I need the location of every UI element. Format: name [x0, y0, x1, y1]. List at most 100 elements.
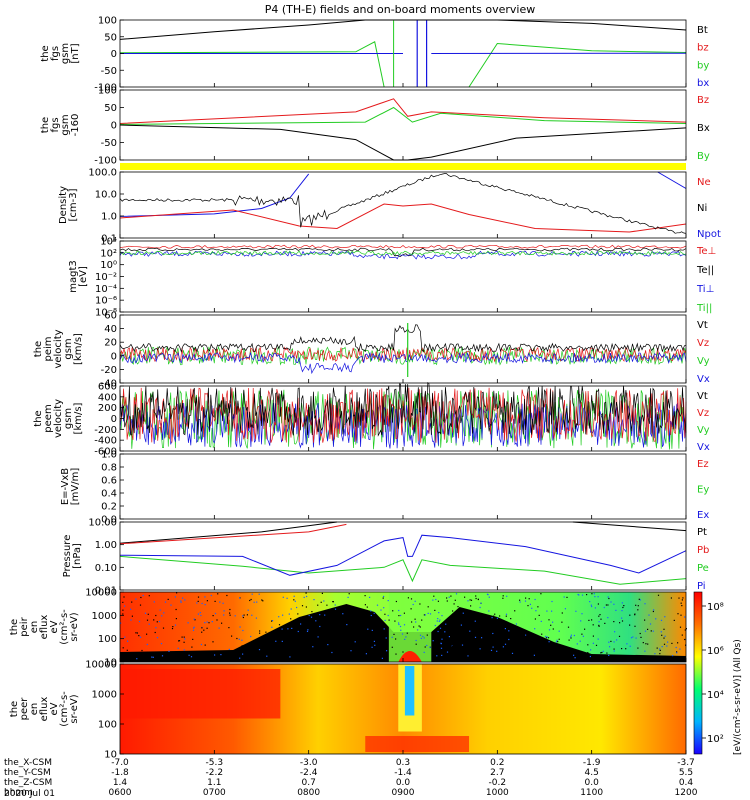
series-Vt-line	[119, 324, 687, 353]
heatmap-peir-speckle	[663, 643, 666, 645]
heatmap-peir-speckle	[401, 633, 404, 635]
heatmap-peir-speckle	[348, 637, 350, 639]
heatmap-peir-speckle	[332, 643, 334, 646]
heatmap-peir-speckle	[214, 600, 216, 602]
heatmap-peir-speckle	[348, 606, 350, 609]
heatmap-peir-speckle	[640, 636, 642, 638]
heatmap-peir-speckle	[208, 622, 210, 624]
y-axis-label-line: the	[40, 117, 51, 133]
y-axis-label-line: -160	[70, 114, 81, 137]
heatmap-peir-speckle	[621, 620, 624, 622]
heatmap-peir-speckle	[502, 597, 504, 599]
heatmap-peir-speckle	[312, 628, 314, 630]
heatmap-peir-speckle	[463, 654, 465, 656]
y-axis-label-line: (cm²-s-	[59, 609, 70, 645]
heatmap-peir-speckle	[242, 616, 244, 619]
y-axis-label: the peem velocity gsm [km/s]	[33, 399, 84, 438]
y-axis-label: the peir en eflux eV (cm²-s-sr-eV)	[9, 609, 80, 645]
heatmap-peir-speckle	[131, 615, 133, 617]
heatmap-peir-speckle	[289, 656, 291, 658]
heatmap-peir-speckle	[581, 613, 583, 615]
heatmap-peir-speckle	[161, 655, 164, 657]
legend-Pb: Pb	[697, 545, 709, 556]
heatmap-peir-speckle	[204, 596, 206, 598]
heatmap-peir-speckle	[178, 640, 180, 642]
y-axis-label-line: [nPa]	[72, 543, 83, 569]
heatmap-peir-speckle	[438, 620, 440, 622]
heatmap-peir-speckle	[395, 638, 397, 640]
panel-frame	[119, 171, 687, 239]
heatmap-peir-speckle	[654, 653, 656, 655]
heatmap-peir-speckle	[684, 616, 686, 618]
heatmap-peir-speckle	[399, 625, 402, 628]
heatmap-peer-hot-left	[120, 669, 281, 719]
heatmap-peir-speckle	[142, 594, 144, 597]
heatmap-peir-speckle	[200, 643, 202, 646]
heatmap-peir-speckle	[417, 629, 419, 631]
heatmap-peir-speckle	[369, 596, 371, 598]
heatmap-peir-speckle	[450, 595, 452, 597]
heatmap-peir-speckle	[546, 610, 548, 612]
heatmap-peir-speckle	[193, 626, 195, 628]
y-axis-label-line: gsm	[60, 114, 71, 135]
heatmap-peir-speckle	[296, 626, 298, 629]
heatmap-peir-speckle	[183, 636, 185, 638]
heatmap-peir-speckle	[436, 636, 438, 638]
heatmap-peir-speckle	[647, 643, 649, 645]
heatmap-peir-speckle	[247, 609, 249, 611]
heatmap-peir-speckle	[660, 619, 663, 621]
heatmap-peir-speckle	[432, 599, 434, 601]
x-tick-label: 1000	[486, 788, 509, 798]
heatmap-peir-speckle	[446, 651, 449, 653]
heatmap-peir-speckle	[414, 618, 416, 620]
heatmap-peir-speckle	[403, 624, 406, 626]
heatmap-peir-speckle	[350, 637, 353, 639]
x-tick-label: 0.0	[585, 778, 600, 788]
heatmap-peir-speckle	[437, 630, 439, 633]
series-Bx-line	[119, 124, 687, 161]
heatmap-peir-speckle	[153, 619, 155, 621]
heatmap-peir-speckle	[327, 640, 329, 643]
heatmap-peir-speckle	[555, 641, 558, 643]
heatmap-peir-speckle	[124, 636, 126, 638]
heatmap-peir-speckle	[452, 610, 454, 612]
heatmap-peir-speckle	[140, 596, 142, 599]
heatmap-peir-speckle	[552, 621, 554, 623]
y-tick-label: -40	[101, 379, 117, 390]
heatmap-peir-speckle	[311, 614, 313, 616]
heatmap-peir-speckle	[487, 648, 489, 650]
heatmap-peir-speckle	[308, 614, 310, 617]
heatmap-peir-speckle	[460, 612, 462, 614]
heatmap-peir-speckle	[510, 618, 512, 620]
heatmap-peir-speckle	[671, 642, 673, 644]
heatmap-peir-speckle	[638, 598, 640, 600]
x-tick-label: -3.7	[677, 758, 695, 768]
heatmap-peir-speckle	[181, 636, 183, 638]
heatmap-peir-speckle	[148, 595, 150, 597]
heatmap-peir-speckle	[283, 645, 285, 647]
heatmap-peir-speckle	[361, 654, 363, 656]
heatmap-peir-speckle	[548, 619, 550, 621]
y-axis-label: the peer en eflux eV (cm²-s-sr-eV)	[9, 691, 80, 727]
legend-Bx: Bx	[697, 123, 710, 134]
heatmap-peir-speckle	[321, 592, 323, 594]
heatmap-peir-speckle	[275, 640, 277, 642]
heatmap-peir-speckle	[423, 637, 425, 639]
heatmap-peir-speckle	[228, 648, 230, 650]
heatmap-peir-speckle	[255, 645, 257, 647]
heatmap-peir-speckle	[504, 628, 506, 630]
heatmap-peir-speckle	[589, 601, 591, 603]
heatmap-peir-speckle	[163, 612, 165, 614]
y-tick-label: 200	[98, 403, 117, 414]
heatmap-peir-speckle	[548, 641, 550, 643]
heatmap-peir-speckle	[540, 620, 542, 622]
legend-by: by	[697, 60, 709, 71]
heatmap-peir-speckle	[479, 606, 481, 609]
heatmap-peir-speckle	[677, 613, 679, 615]
heatmap-peir-speckle	[403, 612, 405, 614]
heatmap-peir-speckle	[410, 598, 413, 600]
heatmap-peir-speckle	[258, 593, 260, 595]
heatmap-peir-speckle	[320, 601, 322, 603]
heatmap-peir-speckle	[161, 615, 163, 617]
